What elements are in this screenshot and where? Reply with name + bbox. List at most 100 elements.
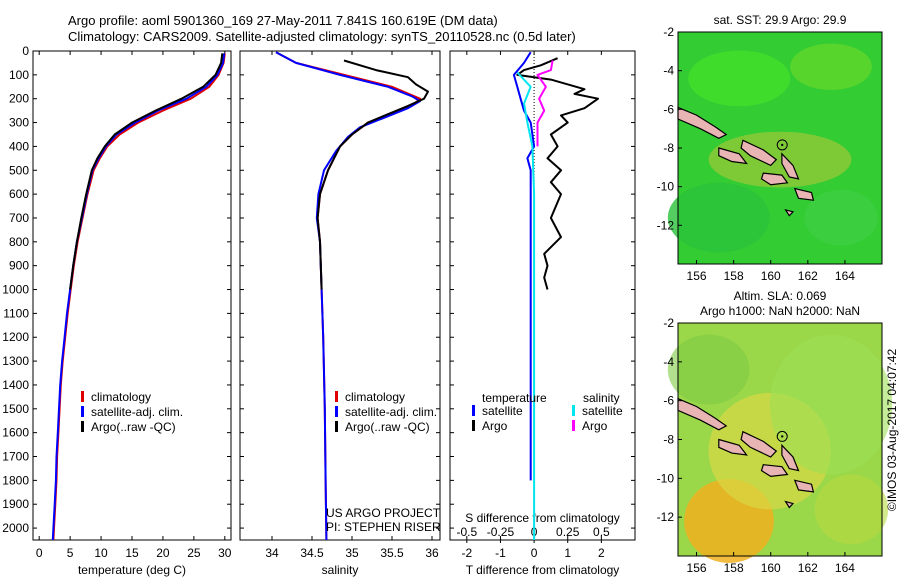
diff-legend-label: satellite [582, 404, 623, 418]
sla-map-x-tick-label: 158 [724, 561, 744, 575]
sla-map-x-tick-label: 156 [687, 561, 707, 575]
temperature-legend-swatch [81, 421, 84, 432]
sst-map-shade-patch [688, 50, 791, 107]
salinity-x-tick-label: 35 [345, 546, 359, 560]
salinity-legend-label: climatology [345, 390, 405, 404]
sst-map-island [740, 139, 778, 167]
salinity-x-tick-label: 36 [425, 546, 439, 560]
sla-map-shade-patch [814, 474, 889, 545]
depth-tick-label: 1900 [2, 497, 29, 511]
depth-tick-label: 900 [9, 259, 29, 273]
difference-x-tick-label: -1 [495, 546, 506, 560]
sst-map-island [718, 147, 748, 165]
temperature-x-tick-label: 0 [36, 546, 43, 560]
sla-map-y-tick-label: -6 [663, 394, 674, 408]
depth-tick-label: 700 [9, 211, 29, 225]
difference-x-tick-label: 0 [531, 546, 538, 560]
project-credit: US ARGO PROJECT [326, 506, 441, 520]
header-line-1: Argo profile: aoml 5901360_169 27-May-20… [68, 13, 498, 28]
difference-x-axis-label: T difference from climatology [466, 563, 620, 577]
difference-plot-frame [449, 50, 636, 541]
salinity-diff-axis-label: S difference from climatology [465, 511, 620, 525]
diff-legend-label: Argo [582, 419, 608, 433]
depth-tick-label: 400 [9, 139, 29, 153]
depth-tick-label: 300 [9, 116, 29, 130]
imos-credit: ©IMOS 03-Aug-2017 04:07:42 [885, 348, 899, 512]
depth-tick-label: 1300 [2, 354, 29, 368]
sst-map-shade-patch [804, 189, 878, 246]
salinity-plot-frame [239, 50, 441, 541]
sla-map-y-tick-label: -10 [657, 471, 675, 485]
sst-map-island [793, 187, 815, 201]
sla-map-island [740, 430, 778, 458]
temperature-x-tick-label: 15 [125, 546, 139, 560]
sla-map-title-0: Altim. SLA: 0.069 [734, 289, 827, 303]
diff-legend-swatch [472, 405, 475, 416]
temperature-legend-label: satellite-adj. clim. [91, 405, 183, 419]
salinity-legend-swatch [335, 391, 338, 402]
salinity-diff-tick-label: -0.25 [487, 525, 515, 539]
sla-map-shade-patch [769, 334, 893, 475]
salinity-legend-swatch [335, 421, 338, 432]
temperature-legend-label: Argo(..raw -QC) [91, 420, 176, 434]
depth-tick-label: 1400 [2, 378, 29, 392]
sla-map-island [793, 479, 815, 493]
sla-map-x-tick-label: 160 [761, 561, 781, 575]
temperature-x-axis-label: temperature (deg C) [78, 563, 186, 577]
depth-tick-label: 800 [9, 235, 29, 249]
depth-tick-label: 0 [22, 44, 29, 58]
sla-map-shade-patch [667, 334, 750, 405]
sst-map-y-tick-label: -4 [663, 64, 674, 78]
sst-map-y-tick-label: -2 [663, 25, 674, 39]
difference-x-tick-label: -2 [461, 546, 472, 560]
salinity-diff-tick-label: 0.25 [556, 525, 580, 539]
sst-map-island [781, 152, 800, 180]
pi-credit: PI: STEPHEN RISER [326, 520, 441, 534]
difference-x-tick-label: 1 [564, 546, 571, 560]
diff-legend-header-temperature: temperature [482, 391, 547, 405]
sla-map-y-tick-label: -2 [663, 316, 674, 330]
temperature-x-tick-label: 10 [94, 546, 108, 560]
sst-map-x-tick-label: 158 [724, 269, 744, 283]
difference-series-0-line [512, 51, 536, 481]
salinity-diff-tick-label: -0.5 [456, 525, 477, 539]
temperature-legend-swatch [81, 391, 84, 402]
sst-map-title-0: sat. SST: 29.9 Argo: 29.9 [714, 13, 847, 27]
sla-map-island [781, 443, 800, 472]
salinity-legend-label: Argo(..raw -QC) [345, 420, 430, 434]
depth-tick-label: 600 [9, 187, 29, 201]
sst-map-x-tick-label: 160 [761, 269, 781, 283]
temperature-legend-label: climatology [91, 390, 151, 404]
header-line-2: Climatology: CARS2009. Satellite-adjuste… [68, 29, 576, 44]
depth-tick-label: 1800 [2, 473, 29, 487]
depth-tick-label: 1500 [2, 402, 29, 416]
depth-tick-label: 2000 [2, 521, 29, 535]
temperature-series-2-line [69, 53, 224, 290]
sst-map-x-tick-label: 162 [798, 269, 818, 283]
temperature-x-tick-label: 5 [67, 546, 74, 560]
salinity-series-2-line [316, 59, 429, 290]
diff-legend-label: Argo [482, 419, 508, 433]
sst-map-y-tick-label: -10 [657, 180, 675, 194]
sst-map-y-tick-label: -8 [663, 141, 674, 155]
diff-legend-label: satellite [482, 404, 523, 418]
diff-legend-swatch [472, 420, 475, 431]
depth-tick-label: 1000 [2, 283, 29, 297]
difference-x-tick-label: 2 [598, 546, 605, 560]
sst-map-profile-marker [776, 139, 788, 151]
sst-map-island [677, 106, 728, 139]
sst-map-x-tick-label: 164 [835, 269, 855, 283]
depth-tick-label: 1100 [3, 306, 29, 320]
depth-tick-label: 1700 [2, 450, 29, 464]
temperature-x-tick-label: 25 [187, 546, 201, 560]
sla-map-island [760, 464, 789, 478]
sla-map-island [784, 500, 795, 509]
diff-legend-swatch [572, 420, 575, 431]
temperature-legend-swatch [81, 406, 84, 417]
salinity-legend-swatch [335, 406, 338, 417]
sst-map-profile-dot [781, 143, 784, 147]
difference-series-3-line [536, 60, 554, 147]
salinity-legend-label: satellite-adj. clim. [345, 405, 437, 419]
sla-map-title-1: Argo h1000: NaN h2000: NaN [700, 304, 860, 318]
